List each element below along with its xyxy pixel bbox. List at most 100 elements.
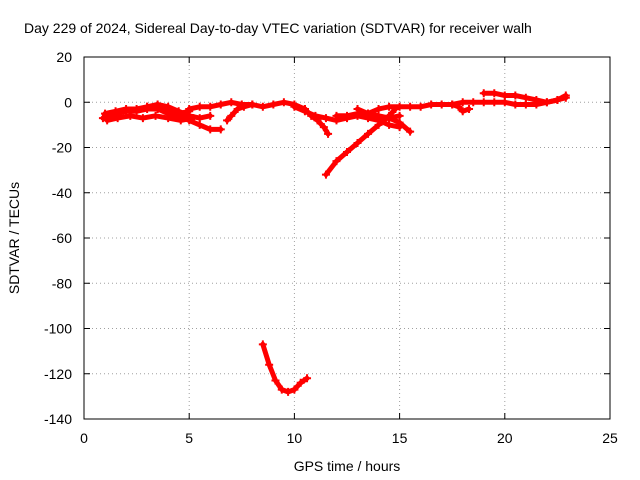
data-point bbox=[406, 102, 415, 111]
data-point bbox=[469, 98, 478, 107]
data-point bbox=[561, 91, 570, 100]
y-tick-label: -140 bbox=[44, 411, 72, 427]
data-point bbox=[364, 109, 373, 118]
series-line-track-13 bbox=[449, 102, 472, 114]
y-tick-label: -20 bbox=[52, 140, 72, 156]
data-point bbox=[332, 111, 341, 120]
data-point bbox=[290, 385, 299, 394]
data-point bbox=[385, 102, 394, 111]
data-point bbox=[321, 114, 330, 123]
data-point bbox=[511, 91, 520, 100]
data-point bbox=[319, 123, 328, 132]
axis-ticks bbox=[83, 56, 611, 420]
data-point bbox=[216, 125, 225, 134]
chart-title: Day 229 of 2024, Sidereal Day-to-day VTE… bbox=[24, 20, 532, 36]
data-point bbox=[98, 114, 107, 123]
data-point bbox=[101, 109, 110, 118]
data-point bbox=[395, 102, 404, 111]
data-point bbox=[111, 107, 120, 116]
data-point bbox=[300, 105, 309, 114]
data-point bbox=[500, 98, 509, 107]
data-point bbox=[395, 123, 404, 132]
data-point bbox=[500, 91, 509, 100]
x-tick-label: 15 bbox=[392, 430, 408, 446]
y-tick-label: 20 bbox=[56, 49, 72, 65]
data-point bbox=[521, 100, 530, 109]
data-point bbox=[265, 360, 274, 369]
y-tick-label: -120 bbox=[44, 366, 72, 382]
data-point bbox=[122, 105, 131, 114]
data-point bbox=[553, 95, 562, 104]
data-point bbox=[164, 109, 173, 118]
data-point bbox=[374, 105, 383, 114]
data-point bbox=[324, 129, 333, 138]
data-point bbox=[206, 111, 215, 120]
data-point bbox=[279, 98, 288, 107]
data-point bbox=[239, 102, 248, 111]
data-point bbox=[532, 95, 541, 104]
data-point bbox=[353, 138, 362, 147]
data-point bbox=[490, 89, 499, 98]
data-point bbox=[454, 102, 463, 111]
data-point bbox=[406, 127, 415, 136]
x-tick-label: 5 bbox=[185, 430, 193, 446]
data-point bbox=[332, 157, 341, 166]
data-point bbox=[479, 98, 488, 107]
data-point bbox=[458, 107, 467, 116]
data-point bbox=[195, 120, 204, 129]
data-point bbox=[343, 148, 351, 157]
data-point bbox=[258, 102, 267, 111]
data-point bbox=[307, 111, 316, 120]
data-point bbox=[233, 105, 242, 114]
data-point bbox=[416, 102, 425, 111]
data-point bbox=[143, 102, 152, 111]
data-point bbox=[458, 98, 467, 107]
data-point bbox=[153, 105, 162, 114]
data-point bbox=[227, 98, 236, 107]
data-point bbox=[103, 116, 112, 125]
data-point bbox=[479, 89, 488, 98]
data-point bbox=[343, 111, 351, 120]
data-point bbox=[448, 100, 457, 109]
data-point bbox=[216, 100, 225, 109]
data-point bbox=[284, 387, 293, 396]
y-tick-label: -60 bbox=[52, 230, 72, 246]
data-point bbox=[277, 385, 286, 394]
data-point bbox=[206, 125, 215, 134]
data-point bbox=[206, 102, 215, 111]
data-point bbox=[132, 105, 141, 114]
data-point bbox=[164, 102, 173, 111]
data-point bbox=[521, 93, 530, 102]
data-point bbox=[395, 111, 404, 120]
data-point bbox=[427, 100, 436, 109]
y-axis-label: SDTVAR / TECUs bbox=[6, 182, 22, 294]
series-line-track-15 bbox=[260, 341, 310, 395]
data-point bbox=[174, 111, 183, 120]
data-point bbox=[271, 376, 280, 385]
data-point bbox=[248, 100, 257, 109]
data-point bbox=[511, 100, 520, 109]
y-tick-label: -40 bbox=[52, 185, 72, 201]
data-point bbox=[437, 100, 446, 109]
data-point bbox=[290, 102, 299, 111]
x-tick-label: 25 bbox=[602, 430, 618, 446]
data-point bbox=[313, 116, 322, 125]
data-point bbox=[364, 129, 373, 138]
data-point bbox=[138, 114, 147, 123]
data-point bbox=[126, 111, 135, 120]
data-point bbox=[185, 116, 194, 125]
data-point bbox=[353, 105, 362, 114]
y-tick-label: -100 bbox=[44, 321, 72, 337]
data-series bbox=[98, 89, 570, 396]
data-point bbox=[151, 111, 160, 120]
data-point bbox=[321, 170, 330, 179]
y-tick-label: -80 bbox=[52, 275, 72, 291]
data-point bbox=[542, 98, 551, 107]
x-tick-label: 0 bbox=[80, 430, 88, 446]
data-point bbox=[490, 98, 499, 107]
data-point bbox=[195, 102, 204, 111]
x-tick-label: 10 bbox=[287, 430, 303, 446]
data-point bbox=[296, 378, 305, 387]
data-point bbox=[465, 105, 474, 114]
data-point bbox=[113, 114, 122, 123]
